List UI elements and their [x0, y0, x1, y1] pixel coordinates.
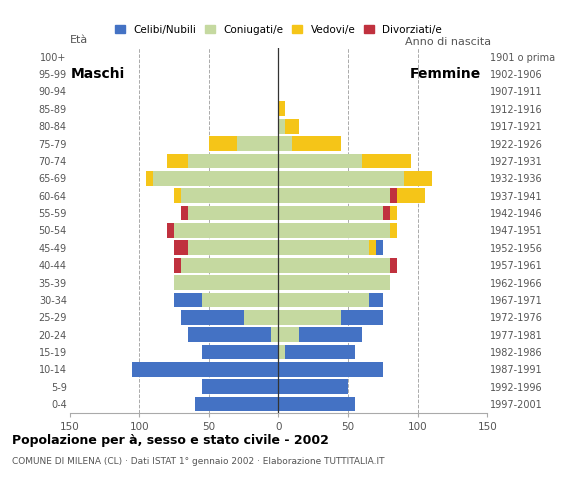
Bar	[278, 171, 404, 186]
Bar	[209, 136, 237, 151]
Bar	[278, 397, 355, 411]
Bar	[278, 362, 383, 377]
Bar	[174, 292, 202, 307]
Bar	[278, 310, 341, 324]
Bar	[383, 205, 390, 220]
Bar	[174, 275, 278, 290]
Bar	[341, 310, 383, 324]
Bar	[132, 362, 278, 377]
Text: Anno di nascita: Anno di nascita	[405, 37, 491, 47]
Text: Femmine: Femmine	[410, 67, 481, 81]
Bar	[174, 240, 188, 255]
Bar	[278, 292, 369, 307]
Bar	[369, 240, 376, 255]
Bar	[278, 223, 390, 238]
Bar	[195, 397, 278, 411]
Bar	[390, 223, 397, 238]
Bar	[292, 136, 341, 151]
Bar	[390, 188, 397, 203]
Bar	[237, 136, 278, 151]
Bar	[174, 223, 278, 238]
Bar	[244, 310, 278, 324]
Bar	[202, 379, 278, 394]
Bar	[285, 119, 299, 133]
Bar	[271, 327, 278, 342]
Bar	[278, 205, 383, 220]
Bar	[278, 345, 285, 360]
Bar	[362, 154, 411, 168]
Bar	[174, 258, 181, 273]
Bar	[397, 188, 425, 203]
Bar	[181, 258, 278, 273]
Bar	[278, 379, 348, 394]
Bar	[278, 101, 285, 116]
Bar	[369, 292, 383, 307]
Bar	[174, 188, 181, 203]
Bar	[278, 119, 285, 133]
Bar	[299, 327, 362, 342]
Bar	[188, 154, 278, 168]
Bar	[278, 136, 292, 151]
Text: Età: Età	[70, 35, 88, 45]
Bar	[404, 171, 432, 186]
Bar	[278, 258, 390, 273]
Bar	[285, 345, 355, 360]
Bar	[376, 240, 383, 255]
Bar	[181, 205, 188, 220]
Bar	[188, 327, 271, 342]
Bar	[278, 240, 369, 255]
Bar	[181, 188, 278, 203]
Legend: Celibi/Nubili, Coniugati/e, Vedovi/e, Divorziati/e: Celibi/Nubili, Coniugati/e, Vedovi/e, Di…	[111, 20, 446, 39]
Bar	[167, 154, 188, 168]
Bar	[188, 205, 278, 220]
Text: COMUNE DI MILENA (CL) · Dati ISTAT 1° gennaio 2002 · Elaborazione TUTTITALIA.IT: COMUNE DI MILENA (CL) · Dati ISTAT 1° ge…	[12, 457, 384, 466]
Bar	[202, 292, 278, 307]
Text: Maschi: Maschi	[70, 67, 125, 81]
Bar	[278, 275, 390, 290]
Bar	[390, 258, 397, 273]
Bar	[278, 327, 299, 342]
Bar	[278, 154, 362, 168]
Text: Popolazione per à, sesso e stato civile - 2002: Popolazione per à, sesso e stato civile …	[12, 434, 328, 447]
Bar	[181, 310, 244, 324]
Bar	[188, 240, 278, 255]
Bar	[202, 345, 278, 360]
Bar	[390, 205, 397, 220]
Bar	[167, 223, 174, 238]
Bar	[153, 171, 278, 186]
Bar	[146, 171, 153, 186]
Bar	[278, 188, 390, 203]
